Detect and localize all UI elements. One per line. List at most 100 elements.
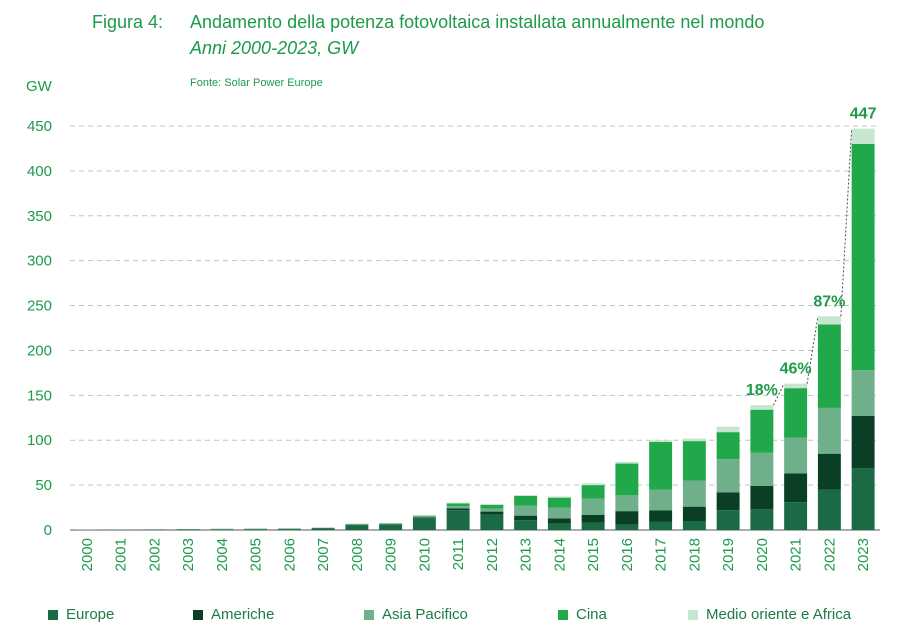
bar-2021-medio-oriente-africa xyxy=(784,383,808,389)
bar-2017-asia-pacifico xyxy=(649,489,673,511)
legend-swatch-americhe xyxy=(193,609,203,620)
bar-2018-medio-oriente-africa xyxy=(682,438,706,442)
bar-2016-cina xyxy=(615,463,639,495)
bar-2017-cina xyxy=(649,442,673,490)
y-axis-label: GW xyxy=(26,78,53,95)
bar-2021-europe xyxy=(784,502,808,530)
bar-2014-medio-oriente-africa xyxy=(547,496,571,498)
bar-2019-asia-pacifico xyxy=(716,459,740,493)
bar-2016-americhe xyxy=(615,511,639,525)
bar-2023-europe xyxy=(851,468,875,530)
bar-2013-cina xyxy=(514,495,538,506)
legend-label-asia-pacifico: Asia Pacifico xyxy=(382,606,468,623)
growth-connector-2021-2022 xyxy=(806,316,819,384)
bar-2018-asia-pacifico xyxy=(682,480,706,507)
x-tick-label-2015: 2015 xyxy=(585,538,602,571)
y-tick-label-350: 350 xyxy=(27,208,52,225)
bar-2019-europe xyxy=(716,510,740,530)
bar-2013-europe xyxy=(514,520,538,530)
bar-2014-europe xyxy=(547,523,571,530)
bar-2010-americhe xyxy=(412,517,436,519)
x-tick-label-2011: 2011 xyxy=(450,538,467,570)
x-tick-label-2003: 2003 xyxy=(180,538,197,571)
legend-item-cina: Cina xyxy=(558,606,607,623)
bar-2008-europe xyxy=(345,525,369,530)
bar-2011-cina xyxy=(446,503,470,507)
x-tick-label-2007: 2007 xyxy=(315,538,332,571)
bar-2023-americhe xyxy=(851,415,875,469)
bar-2009-europe xyxy=(379,524,403,530)
bar-2022-cina xyxy=(817,324,841,408)
bar-2022-americhe xyxy=(817,453,841,490)
y-tick-label-300: 300 xyxy=(27,253,52,270)
x-tick-label-2018: 2018 xyxy=(686,538,703,571)
y-tick-label-50: 50 xyxy=(35,477,52,494)
bar-2012-americhe xyxy=(480,511,504,515)
bar-2022-asia-pacifico xyxy=(817,407,841,454)
x-tick-label-2022: 2022 xyxy=(821,538,838,571)
annotation-2021: 46% xyxy=(780,361,812,378)
x-tick-label-2010: 2010 xyxy=(416,538,433,571)
annotation-2023: 447 xyxy=(850,106,877,123)
bar-2023-medio-oriente-africa xyxy=(851,128,875,144)
bar-2020-medio-oriente-africa xyxy=(750,405,774,410)
bar-2017-europe xyxy=(649,521,673,530)
x-tick-label-2019: 2019 xyxy=(720,538,737,571)
y-tick-label-200: 200 xyxy=(27,342,52,359)
bar-2020-europe xyxy=(750,509,774,530)
x-tick-label-2017: 2017 xyxy=(653,538,670,571)
bar-2019-medio-oriente-africa xyxy=(716,426,740,433)
y-tick-label-100: 100 xyxy=(27,432,52,449)
bar-2007-europe xyxy=(311,528,335,530)
bar-2015-medio-oriente-africa xyxy=(581,483,605,486)
x-tick-label-2000: 2000 xyxy=(79,538,96,571)
bar-2018-europe xyxy=(682,521,706,530)
bar-2019-cina xyxy=(716,432,740,460)
x-tick-label-2004: 2004 xyxy=(214,538,231,571)
bar-2013-medio-oriente-africa xyxy=(514,494,538,496)
legend-item-americhe: Americhe xyxy=(193,606,274,623)
bar-2015-asia-pacifico xyxy=(581,498,605,515)
chart-subtitle: Anni 2000-2023, GW xyxy=(190,38,359,58)
bar-2018-cina xyxy=(682,441,706,481)
growth-connector-2020-2021 xyxy=(772,383,785,406)
bar-2010-asia-pacifico xyxy=(412,516,436,518)
bar-2014-americhe xyxy=(547,518,571,524)
x-tick-label-2020: 2020 xyxy=(754,538,771,571)
y-tick-label-400: 400 xyxy=(27,163,52,180)
bar-2009-asia-pacifico xyxy=(379,523,403,525)
legend-item-europe: Europe xyxy=(48,606,114,623)
bar-2021-americhe xyxy=(784,473,808,503)
chart-legend: Europe Americhe Asia Pacifico Cina Medio… xyxy=(0,606,900,630)
bar-2018-americhe xyxy=(682,506,706,522)
x-tick-label-2016: 2016 xyxy=(619,538,636,571)
bar-2014-cina xyxy=(547,497,571,508)
bar-2011-asia-pacifico xyxy=(446,506,470,509)
chart-title: Andamento della potenza fotovoltaica ins… xyxy=(190,12,765,32)
bar-2023-asia-pacifico xyxy=(851,370,875,416)
x-tick-label-2021: 2021 xyxy=(788,538,805,571)
bar-2011-medio-oriente-africa xyxy=(446,502,470,504)
x-tick-label-2014: 2014 xyxy=(551,538,568,571)
legend-swatch-cina xyxy=(558,609,568,620)
bar-2020-americhe xyxy=(750,486,774,510)
bar-2006-asia-pacifico xyxy=(277,528,301,530)
legend-swatch-medio-oriente-africa xyxy=(688,609,698,620)
x-tick-label-2002: 2002 xyxy=(146,538,163,571)
y-tick-label-450: 450 xyxy=(27,118,52,135)
legend-label-medio-oriente-africa: Medio oriente e Africa xyxy=(706,606,852,623)
y-tick-label-0: 0 xyxy=(44,522,52,539)
bar-2012-cina xyxy=(480,504,504,509)
bar-2019-americhe xyxy=(716,492,740,511)
bar-2021-asia-pacifico xyxy=(784,437,808,474)
bar-2020-asia-pacifico xyxy=(750,452,774,487)
legend-label-americhe: Americhe xyxy=(211,606,275,623)
legend-item-medio-oriente-africa: Medio oriente e Africa xyxy=(688,606,851,623)
y-tick-label-250: 250 xyxy=(27,298,52,315)
bar-2005-europe xyxy=(244,529,268,530)
bar-2013-asia-pacifico xyxy=(514,505,538,516)
bar-2010-europe xyxy=(412,518,436,530)
legend-item-asia-pacifico: Asia Pacifico xyxy=(364,606,468,623)
x-tick-label-2006: 2006 xyxy=(281,538,298,571)
x-tick-label-2013: 2013 xyxy=(518,538,535,571)
